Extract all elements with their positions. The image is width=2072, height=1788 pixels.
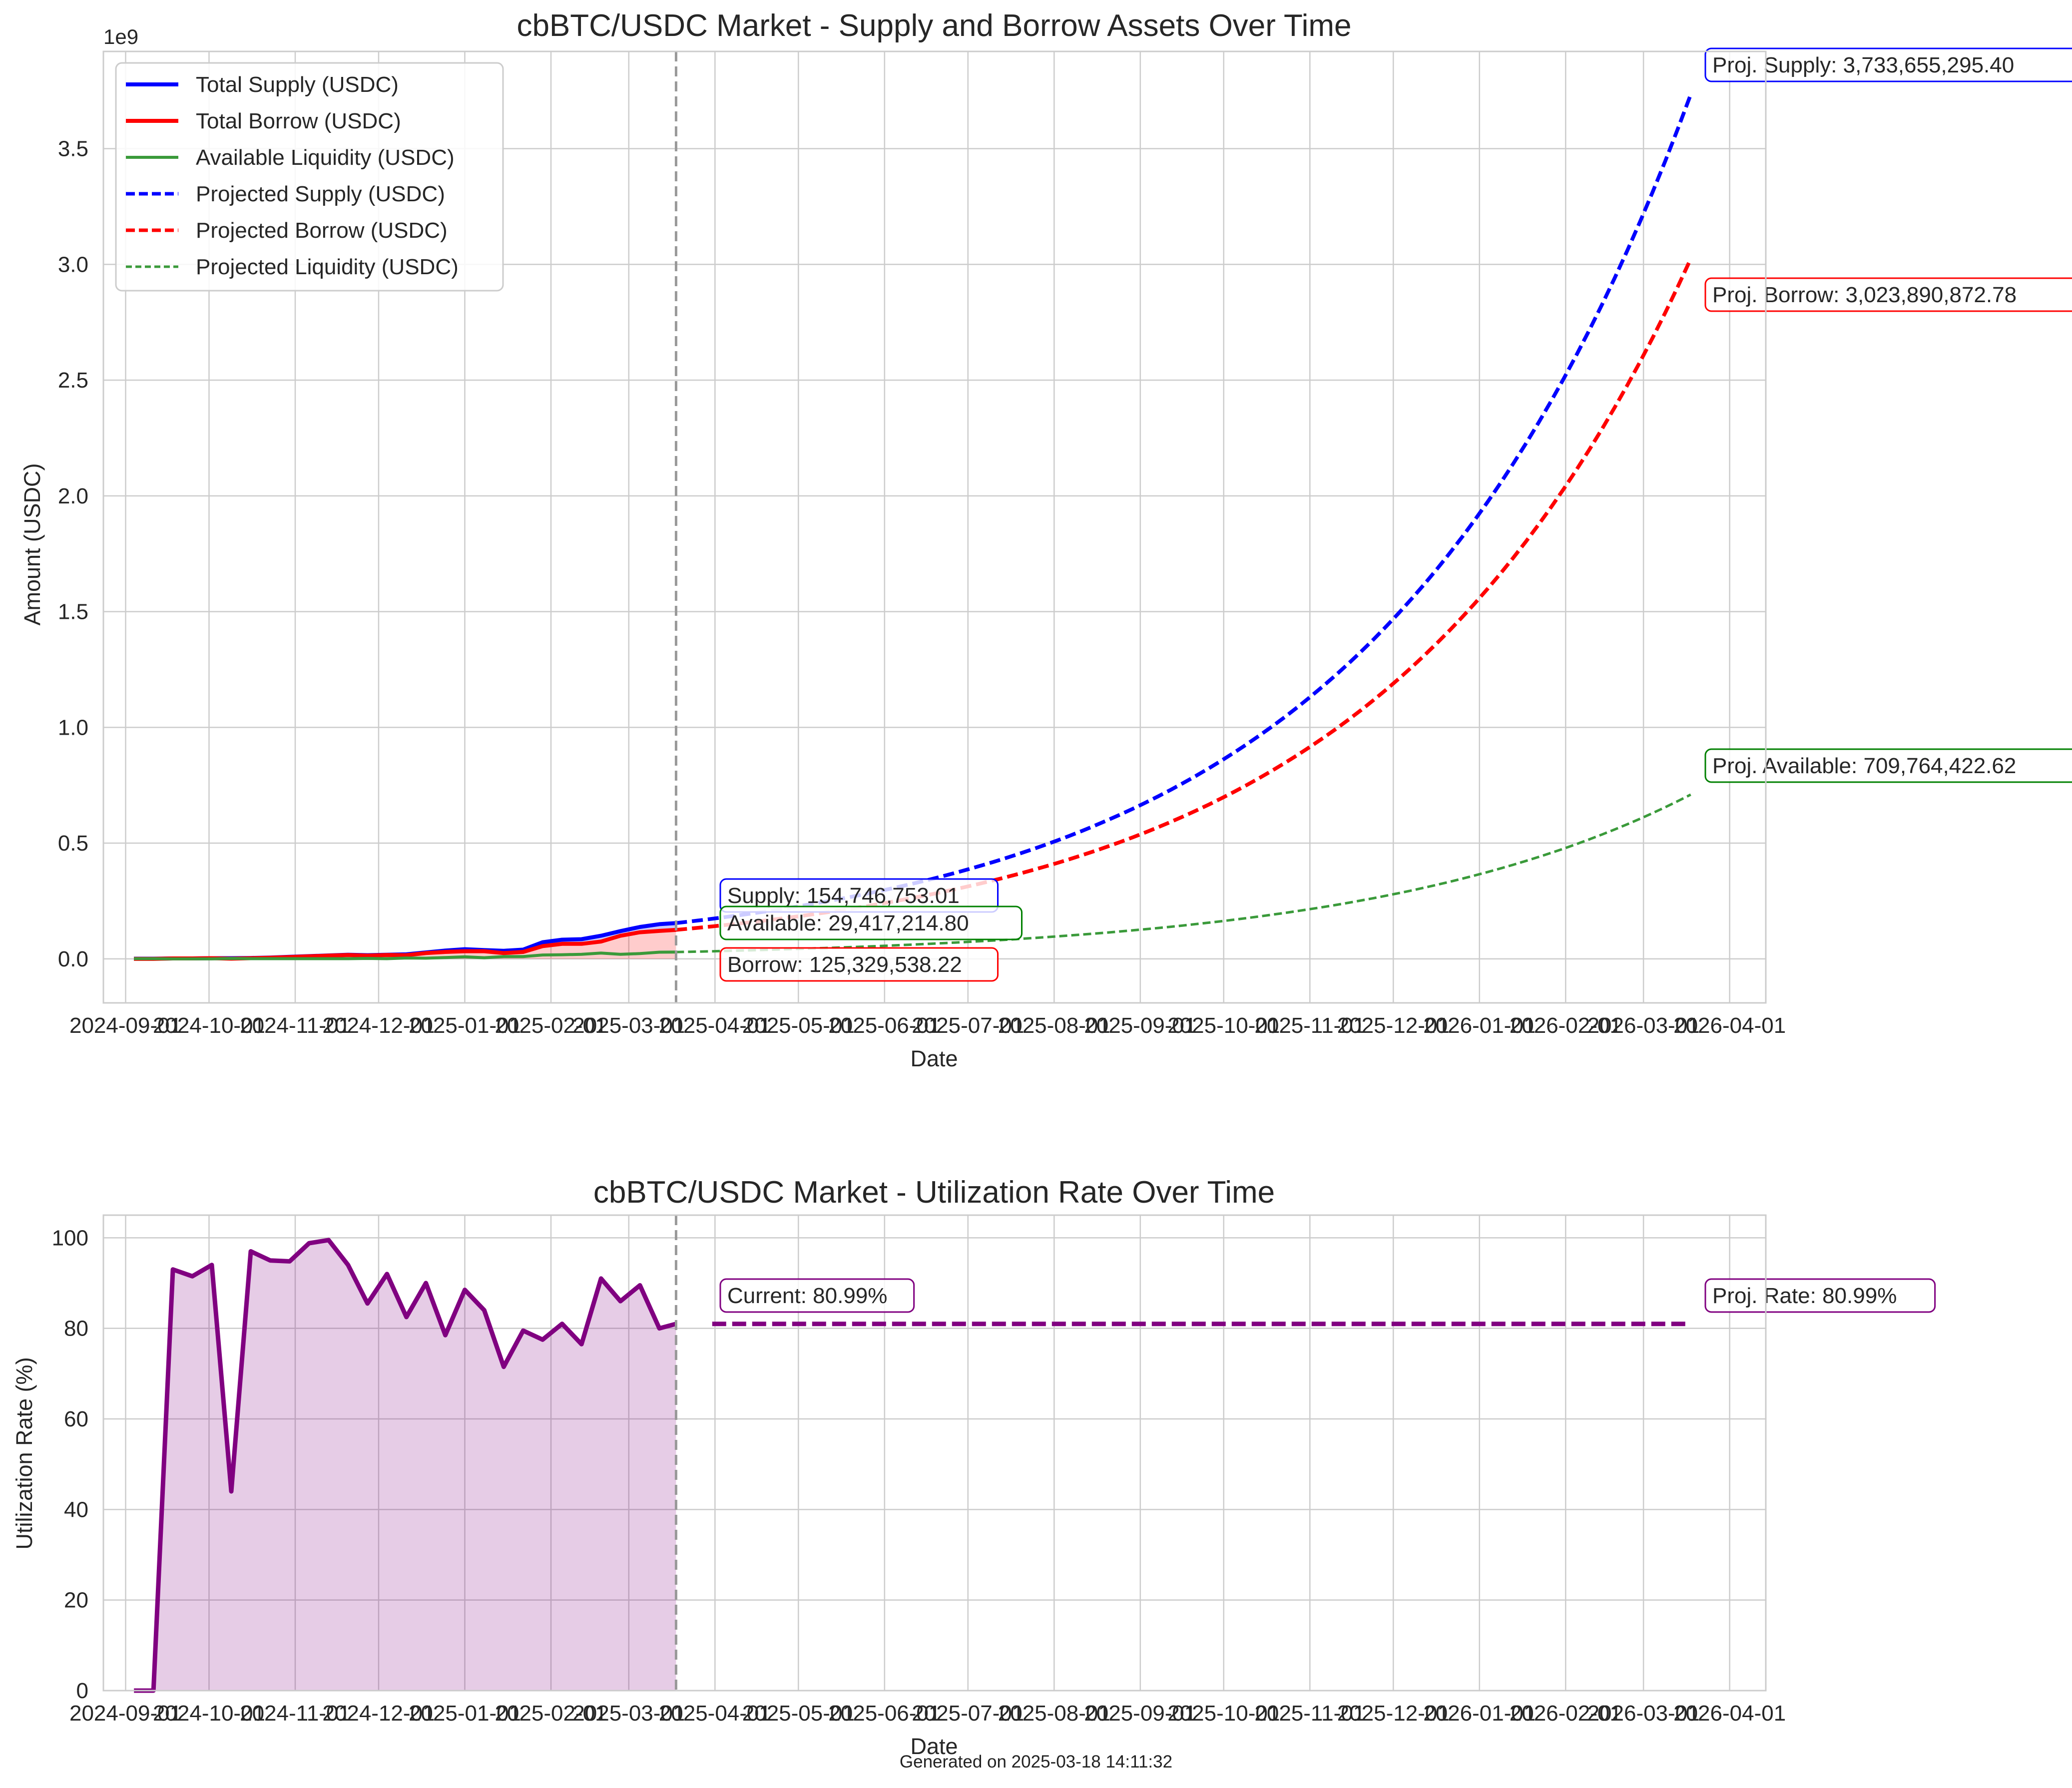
utilization-y-tick-label: 20 xyxy=(64,1588,88,1613)
supply-borrow-x-tick-label: 2025-09-01 xyxy=(1084,1013,1196,1038)
utilization-x-tick-label: 2026-03-01 xyxy=(1587,1701,1700,1726)
current-borrow-annotation-box xyxy=(719,947,999,982)
projected-supply-annotation-box xyxy=(1704,47,2072,82)
utilization-x-tick-label: 2025-07-01 xyxy=(912,1701,1024,1726)
utilization-y-tick-label: 40 xyxy=(64,1497,88,1522)
utilization-y-tick-label: 100 xyxy=(52,1226,88,1250)
utilization-plot-area xyxy=(103,1215,1766,1691)
legend-item-projected-borrow: Projected Borrow (USDC) xyxy=(196,218,448,243)
legend-item-projected-supply: Projected Supply (USDC) xyxy=(196,182,445,206)
supply-borrow-x-tick-label: 2024-09-01 xyxy=(69,1013,182,1038)
supply-borrow-y-tick-label: 3.0 xyxy=(58,252,88,277)
available-liquidity-line xyxy=(134,950,676,960)
supply-borrow-x-tick-label: 2026-02-01 xyxy=(1510,1013,1622,1038)
projected-rate-annotation: Proj. Rate: 80.99% xyxy=(1712,1284,1897,1308)
supply-borrow-x-tick-label: 2025-12-01 xyxy=(1337,1013,1450,1038)
y-axis-offset-label: 1e9 xyxy=(103,25,138,48)
current-available-annotation: Available: 29,417,214.80 xyxy=(727,911,969,935)
current-available-annotation-box xyxy=(719,905,1023,940)
utilization-x-tick-label: 2025-06-01 xyxy=(828,1701,941,1726)
supply-borrow-x-tick-label: 2025-07-01 xyxy=(912,1013,1024,1038)
utilization-x-tick-label: 2025-03-01 xyxy=(572,1701,685,1726)
supply-borrow-y-tick-label: 0.5 xyxy=(58,831,88,856)
projected-supply-line xyxy=(675,94,1693,925)
supply-borrow-y-tick-label: 2.0 xyxy=(58,484,88,508)
utilization-rate-line xyxy=(134,1238,677,1693)
borrow-area-fill xyxy=(134,929,676,959)
utilization-x-tick-label: 2024-12-01 xyxy=(322,1701,435,1726)
projected-available-annotation: Proj. Available: 709,764,422.62 xyxy=(1712,754,2016,778)
supply-borrow-y-tick-label: 2.5 xyxy=(58,368,88,393)
supply-borrow-x-tick-label: 2026-04-01 xyxy=(1673,1013,1786,1038)
current-supply-annotation: Supply: 154,746,753.01 xyxy=(727,884,960,908)
supply-borrow-x-tick-label: 2025-11-01 xyxy=(1254,1013,1365,1038)
current-borrow-annotation: Borrow: 125,329,538.22 xyxy=(727,952,962,977)
utilization-y-tick-label: 80 xyxy=(64,1317,88,1341)
utilization-x-tick-label: 2025-08-01 xyxy=(998,1701,1110,1726)
supply-borrow-x-tick-label: 2025-06-01 xyxy=(828,1013,941,1038)
utilization-chart-title: cbBTC/USDC Market - Utilization Rate Ove… xyxy=(593,1175,1275,1210)
supply-borrow-x-tick-label: 2025-10-01 xyxy=(1167,1013,1280,1038)
utilization-x-tick-label: 2025-10-01 xyxy=(1167,1701,1280,1726)
utilization-x-tick-label: 2026-01-01 xyxy=(1423,1701,1536,1726)
utilization-x-tick-label: 2025-01-01 xyxy=(409,1701,521,1726)
current-rate-annotation: Current: 80.99% xyxy=(727,1284,887,1308)
utilization-x-tick-label: 2025-12-01 xyxy=(1337,1701,1450,1726)
utilization-x-tick-label: 2025-04-01 xyxy=(659,1701,771,1726)
projected-borrow-annotation: Proj. Borrow: 3,023,890,872.78 xyxy=(1712,283,2017,307)
projected-supply-annotation: Proj. Supply: 3,733,655,295.40 xyxy=(1712,53,2014,77)
chart-legend: Total Supply (USDC) Total Borrow (USDC) Av… xyxy=(115,62,504,292)
utilization-x-tick-label: 2024-11-01 xyxy=(240,1701,351,1726)
supply-borrow-y-tick-label: 3.5 xyxy=(58,137,88,161)
utilization-y-tick-label: 60 xyxy=(64,1407,88,1431)
legend-item-available-liquidity: Available Liquidity (USDC) xyxy=(196,145,455,170)
supply-borrow-x-tick-label: 2025-04-01 xyxy=(659,1013,771,1038)
legend-item-total-supply: Total Supply (USDC) xyxy=(196,72,399,97)
utilization-x-tick-label: 2025-02-01 xyxy=(495,1701,607,1726)
utilization-x-axis-label: Date xyxy=(910,1734,958,1759)
current-rate-annotation-box xyxy=(719,1278,915,1313)
utilization-area-fill xyxy=(134,1240,676,1691)
projected-rate-annotation-box xyxy=(1704,1278,1936,1313)
supply-borrow-x-tick-label: 2025-05-01 xyxy=(742,1013,855,1038)
supply-borrow-x-tick-label: 2026-03-01 xyxy=(1587,1013,1700,1038)
supply-borrow-y-tick-label: 1.5 xyxy=(58,600,88,624)
supply-borrow-x-tick-label: 2024-12-01 xyxy=(322,1013,435,1038)
legend-item-total-borrow: Total Borrow (USDC) xyxy=(196,109,401,133)
supply-borrow-x-tick-label: 2024-11-01 xyxy=(240,1013,351,1038)
utilization-x-tick-label: 2025-05-01 xyxy=(742,1701,855,1726)
utilization-x-tick-label: 2024-09-01 xyxy=(69,1701,182,1726)
legend-item-projected-liquidity: Projected Liquidity (USDC) xyxy=(196,255,459,279)
supply-borrow-x-tick-label: 2026-01-01 xyxy=(1423,1013,1536,1038)
legend-box xyxy=(115,62,504,292)
supply-borrow-x-tick-label: 2025-03-01 xyxy=(572,1013,685,1038)
supply-borrow-x-tick-label: 2024-10-01 xyxy=(153,1013,265,1038)
supply-borrow-y-tick-label: 0.0 xyxy=(58,947,88,971)
supply-borrow-x-tick-label: 2025-01-01 xyxy=(409,1013,521,1038)
supply-borrow-y-axis-label: Amount (USDC) xyxy=(19,463,45,625)
utilization-x-tick-label: 2026-02-01 xyxy=(1510,1701,1622,1726)
projected-available-annotation-box xyxy=(1704,748,2072,783)
utilization-plot-border xyxy=(102,1214,1767,1692)
supply-borrow-axes: cbBTC/USDC Market - Supply and Borrow As… xyxy=(19,8,2072,1071)
utilization-x-tick-label: 2025-11-01 xyxy=(1254,1701,1365,1726)
utilization-x-tick-label: 2025-09-01 xyxy=(1084,1701,1196,1726)
utilization-axes: cbBTC/USDC Market - Utilization Rate Ove… xyxy=(11,1175,1936,1759)
supply-borrow-chart-title: cbBTC/USDC Market - Supply and Borrow As… xyxy=(517,8,1351,43)
utilization-y-axis-label: Utilization Rate (%) xyxy=(11,1357,37,1549)
utilization-y-tick-label: 0 xyxy=(76,1679,88,1703)
supply-borrow-x-tick-label: 2025-08-01 xyxy=(998,1013,1110,1038)
generated-timestamp: Generated on 2025-03-18 14:11:32 xyxy=(899,1752,1173,1772)
utilization-x-tick-label: 2024-10-01 xyxy=(153,1701,265,1726)
projected-borrow-annotation-box xyxy=(1704,277,2072,312)
supply-borrow-x-tick-label: 2025-02-01 xyxy=(495,1013,607,1038)
supply-borrow-y-tick-label: 1.0 xyxy=(58,715,88,740)
utilization-x-tick-label: 2026-04-01 xyxy=(1673,1701,1786,1726)
supply-borrow-plot-border xyxy=(102,50,1767,1004)
supply-borrow-x-axis-label: Date xyxy=(910,1046,958,1071)
